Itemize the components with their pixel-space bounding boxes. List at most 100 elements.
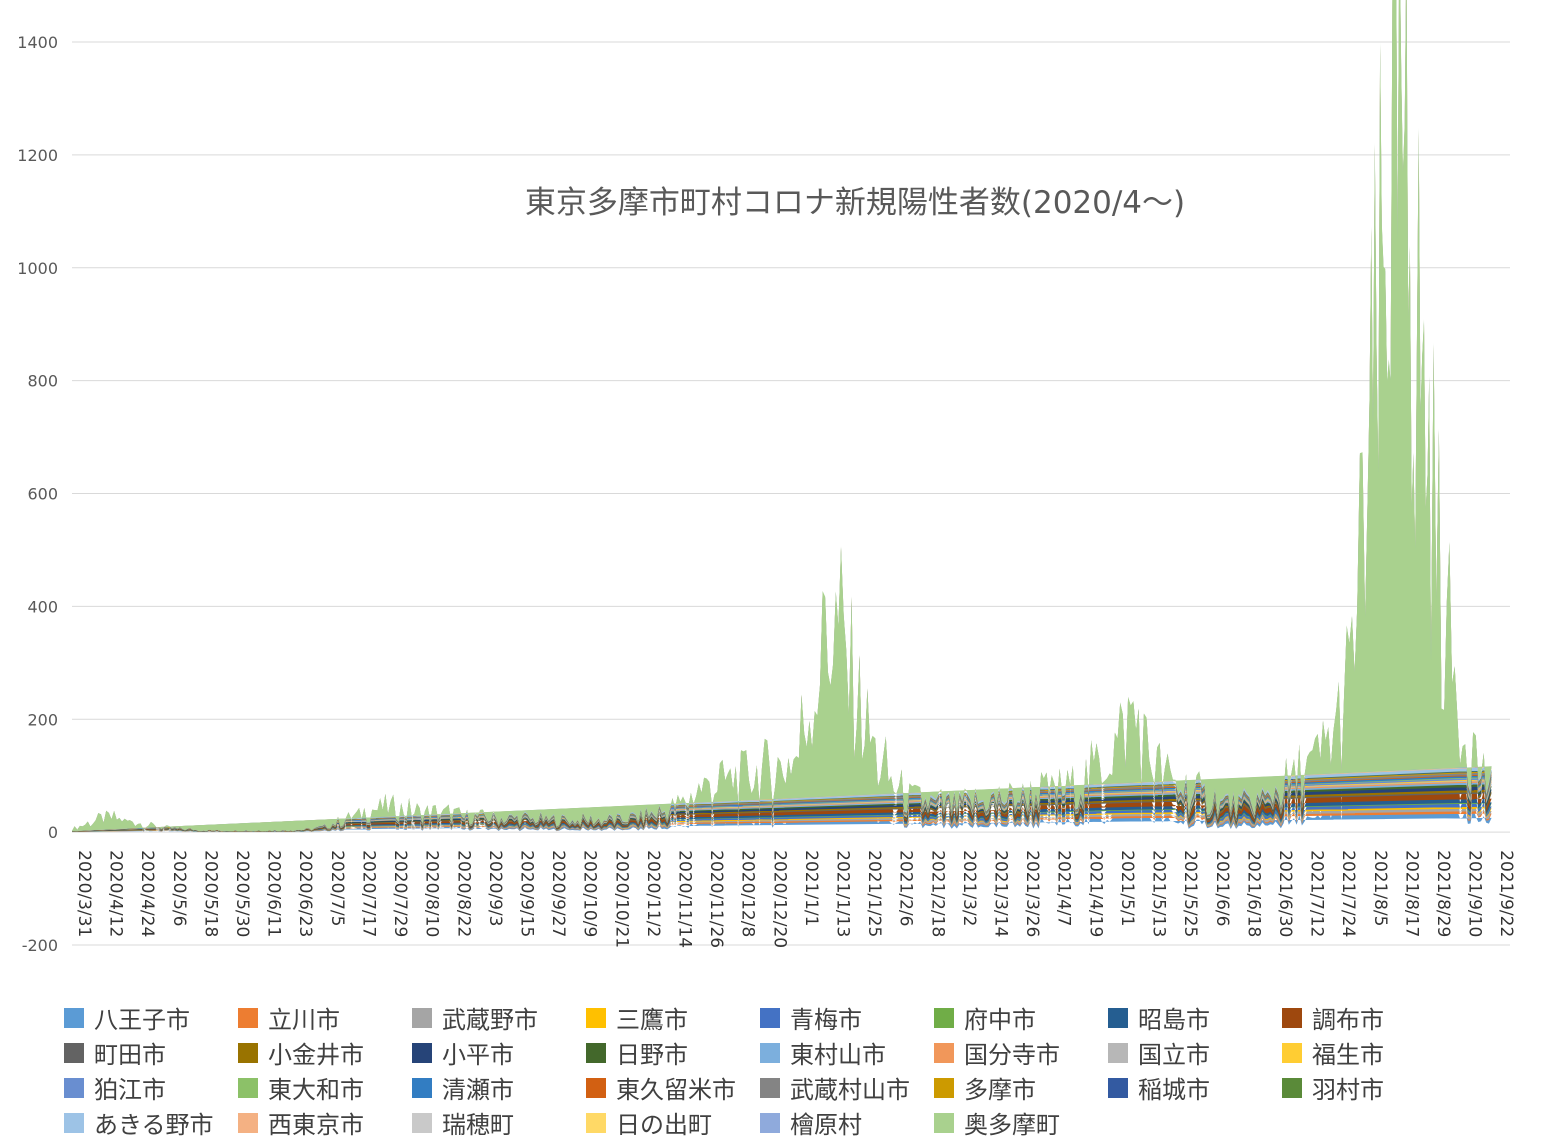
legend-label: 調布市 (1312, 1006, 1384, 1034)
series-area-23 (72, 0, 1492, 832)
legend-label: 八王子市 (94, 1006, 190, 1034)
x-tick-label: 2020/5/18 (200, 850, 220, 937)
x-tick-label: 2020/12/20 (769, 850, 789, 948)
legend-item: 調布市 (1282, 1006, 1384, 1034)
x-tick-label: 2021/8/17 (1401, 850, 1421, 937)
legend-item: 昭島市 (1108, 1006, 1210, 1034)
x-tick-label: 2021/6/6 (1212, 850, 1232, 926)
legend-item: 東久留米市 (586, 1076, 736, 1104)
x-tick-label: 2020/6/23 (295, 850, 315, 937)
legend: 八王子市 立川市 武蔵野市 三鷹市 青梅市 府中市 昭島市 調布市町田市 小金井市 小平市 日野市東… (64, 1006, 1384, 1139)
x-tick-label: 2020/11/2 (643, 850, 663, 937)
legend-label: 稲城市 (1138, 1076, 1210, 1104)
series-area-21 (72, 13, 1492, 832)
series-areas (72, 0, 1492, 832)
legend-label: 日野市 (616, 1041, 688, 1069)
x-tick-label: 2021/2/6 (896, 850, 916, 926)
x-tick-label: 2021/1/1 (801, 850, 821, 926)
legend-item: 東村山市 (760, 1041, 886, 1069)
legend-swatch (934, 1008, 954, 1028)
x-tick-label: 2021/8/29 (1433, 850, 1453, 937)
legend-label: 府中市 (964, 1006, 1036, 1034)
x-tick-label: 2021/4/7 (1054, 850, 1074, 926)
legend-item: 東大和市 (238, 1076, 364, 1104)
legend-label: 羽村市 (1312, 1076, 1384, 1104)
legend-swatch (760, 1008, 780, 1028)
series-area-7 (72, 390, 1492, 832)
legend-swatch (1282, 1008, 1302, 1028)
legend-swatch (934, 1113, 954, 1133)
x-tick-label: 2020/11/14 (674, 850, 694, 948)
legend-swatch (238, 1008, 258, 1028)
legend-label: 清瀬市 (442, 1076, 514, 1104)
x-axis-ticks: 2020/3/31 2020/4/12 2020/4/24 2020/5/6 2020/… (74, 850, 1516, 948)
series-area-22 (72, 0, 1492, 832)
x-tick-label: 2020/8/22 (453, 850, 473, 937)
legend-label: 青梅市 (790, 1006, 862, 1034)
legend-swatch (1282, 1043, 1302, 1063)
legend-label: 国立市 (1138, 1041, 1210, 1069)
legend-label: 東村山市 (790, 1041, 886, 1069)
legend-swatch (586, 1113, 606, 1133)
legend-swatch (238, 1043, 258, 1063)
legend-item: 八王子市 (64, 1006, 190, 1034)
legend-item: 福生市 (1282, 1041, 1384, 1069)
x-tick-label: 2020/11/26 (706, 850, 726, 948)
legend-item: 小金井市 (238, 1041, 364, 1069)
legend-item: 瑞穂町 (412, 1111, 514, 1139)
series-area-25 (72, 0, 1492, 832)
series-area-10 (72, 220, 1492, 832)
legend-swatch (934, 1078, 954, 1098)
legend-item: あきる野市 (64, 1111, 214, 1139)
legend-label: 武蔵野市 (442, 1006, 538, 1034)
legend-swatch (1282, 1078, 1302, 1098)
series-area-12 (72, 165, 1492, 832)
series-area-8 (72, 334, 1492, 832)
series-area-26 (72, 0, 1492, 832)
x-tick-label: 2020/8/10 (422, 850, 442, 937)
y-tick-label: 800 (27, 372, 58, 391)
x-tick-label: 2020/7/17 (358, 850, 378, 937)
legend-swatch (760, 1078, 780, 1098)
x-tick-label: 2020/9/15 (516, 850, 536, 937)
x-tick-label: 2020/10/9 (580, 850, 600, 937)
x-tick-label: 2021/9/10 (1465, 850, 1485, 937)
series-area-11 (72, 197, 1492, 832)
legend-label: 昭島市 (1138, 1006, 1210, 1034)
legend-item: 国分寺市 (934, 1041, 1060, 1069)
legend-item: 清瀬市 (412, 1076, 514, 1104)
x-tick-label: 2021/8/5 (1370, 850, 1390, 926)
x-tick-label: 2021/1/13 (833, 850, 853, 937)
x-tick-label: 2020/9/27 (548, 850, 568, 937)
x-tick-label: 2020/4/24 (137, 850, 157, 937)
x-tick-label: 2020/6/11 (264, 850, 284, 937)
series-area-19 (72, 55, 1492, 832)
legend-swatch (586, 1078, 606, 1098)
x-tick-label: 2021/9/22 (1496, 850, 1516, 937)
series-area-14 (72, 121, 1492, 832)
legend-swatch (412, 1043, 432, 1063)
legend-label: 三鷹市 (616, 1006, 688, 1034)
legend-item: 奥多摩町 (934, 1111, 1060, 1139)
legend-swatch (64, 1008, 84, 1028)
legend-swatch (1108, 1043, 1128, 1063)
x-tick-label: 2020/5/30 (232, 850, 252, 937)
x-tick-label: 2020/5/6 (169, 850, 189, 926)
legend-label: 町田市 (94, 1041, 166, 1069)
legend-item: 町田市 (64, 1041, 166, 1069)
legend-item: 西東京市 (238, 1111, 364, 1139)
series-area-13 (72, 144, 1492, 832)
legend-label: 東久留米市 (616, 1076, 736, 1104)
legend-label: 国分寺市 (964, 1041, 1060, 1069)
legend-label: 檜原村 (790, 1111, 862, 1139)
legend-item: 武蔵野市 (412, 1006, 538, 1034)
legend-swatch (586, 1043, 606, 1063)
legend-item: 日野市 (586, 1041, 688, 1069)
y-tick-label: 600 (27, 485, 58, 504)
legend-item: 多摩市 (934, 1076, 1036, 1104)
x-tick-label: 2021/3/2 (959, 850, 979, 926)
series-area-30 (72, 0, 1492, 832)
y-tick-label: 0 (48, 823, 58, 842)
legend-swatch (64, 1043, 84, 1063)
